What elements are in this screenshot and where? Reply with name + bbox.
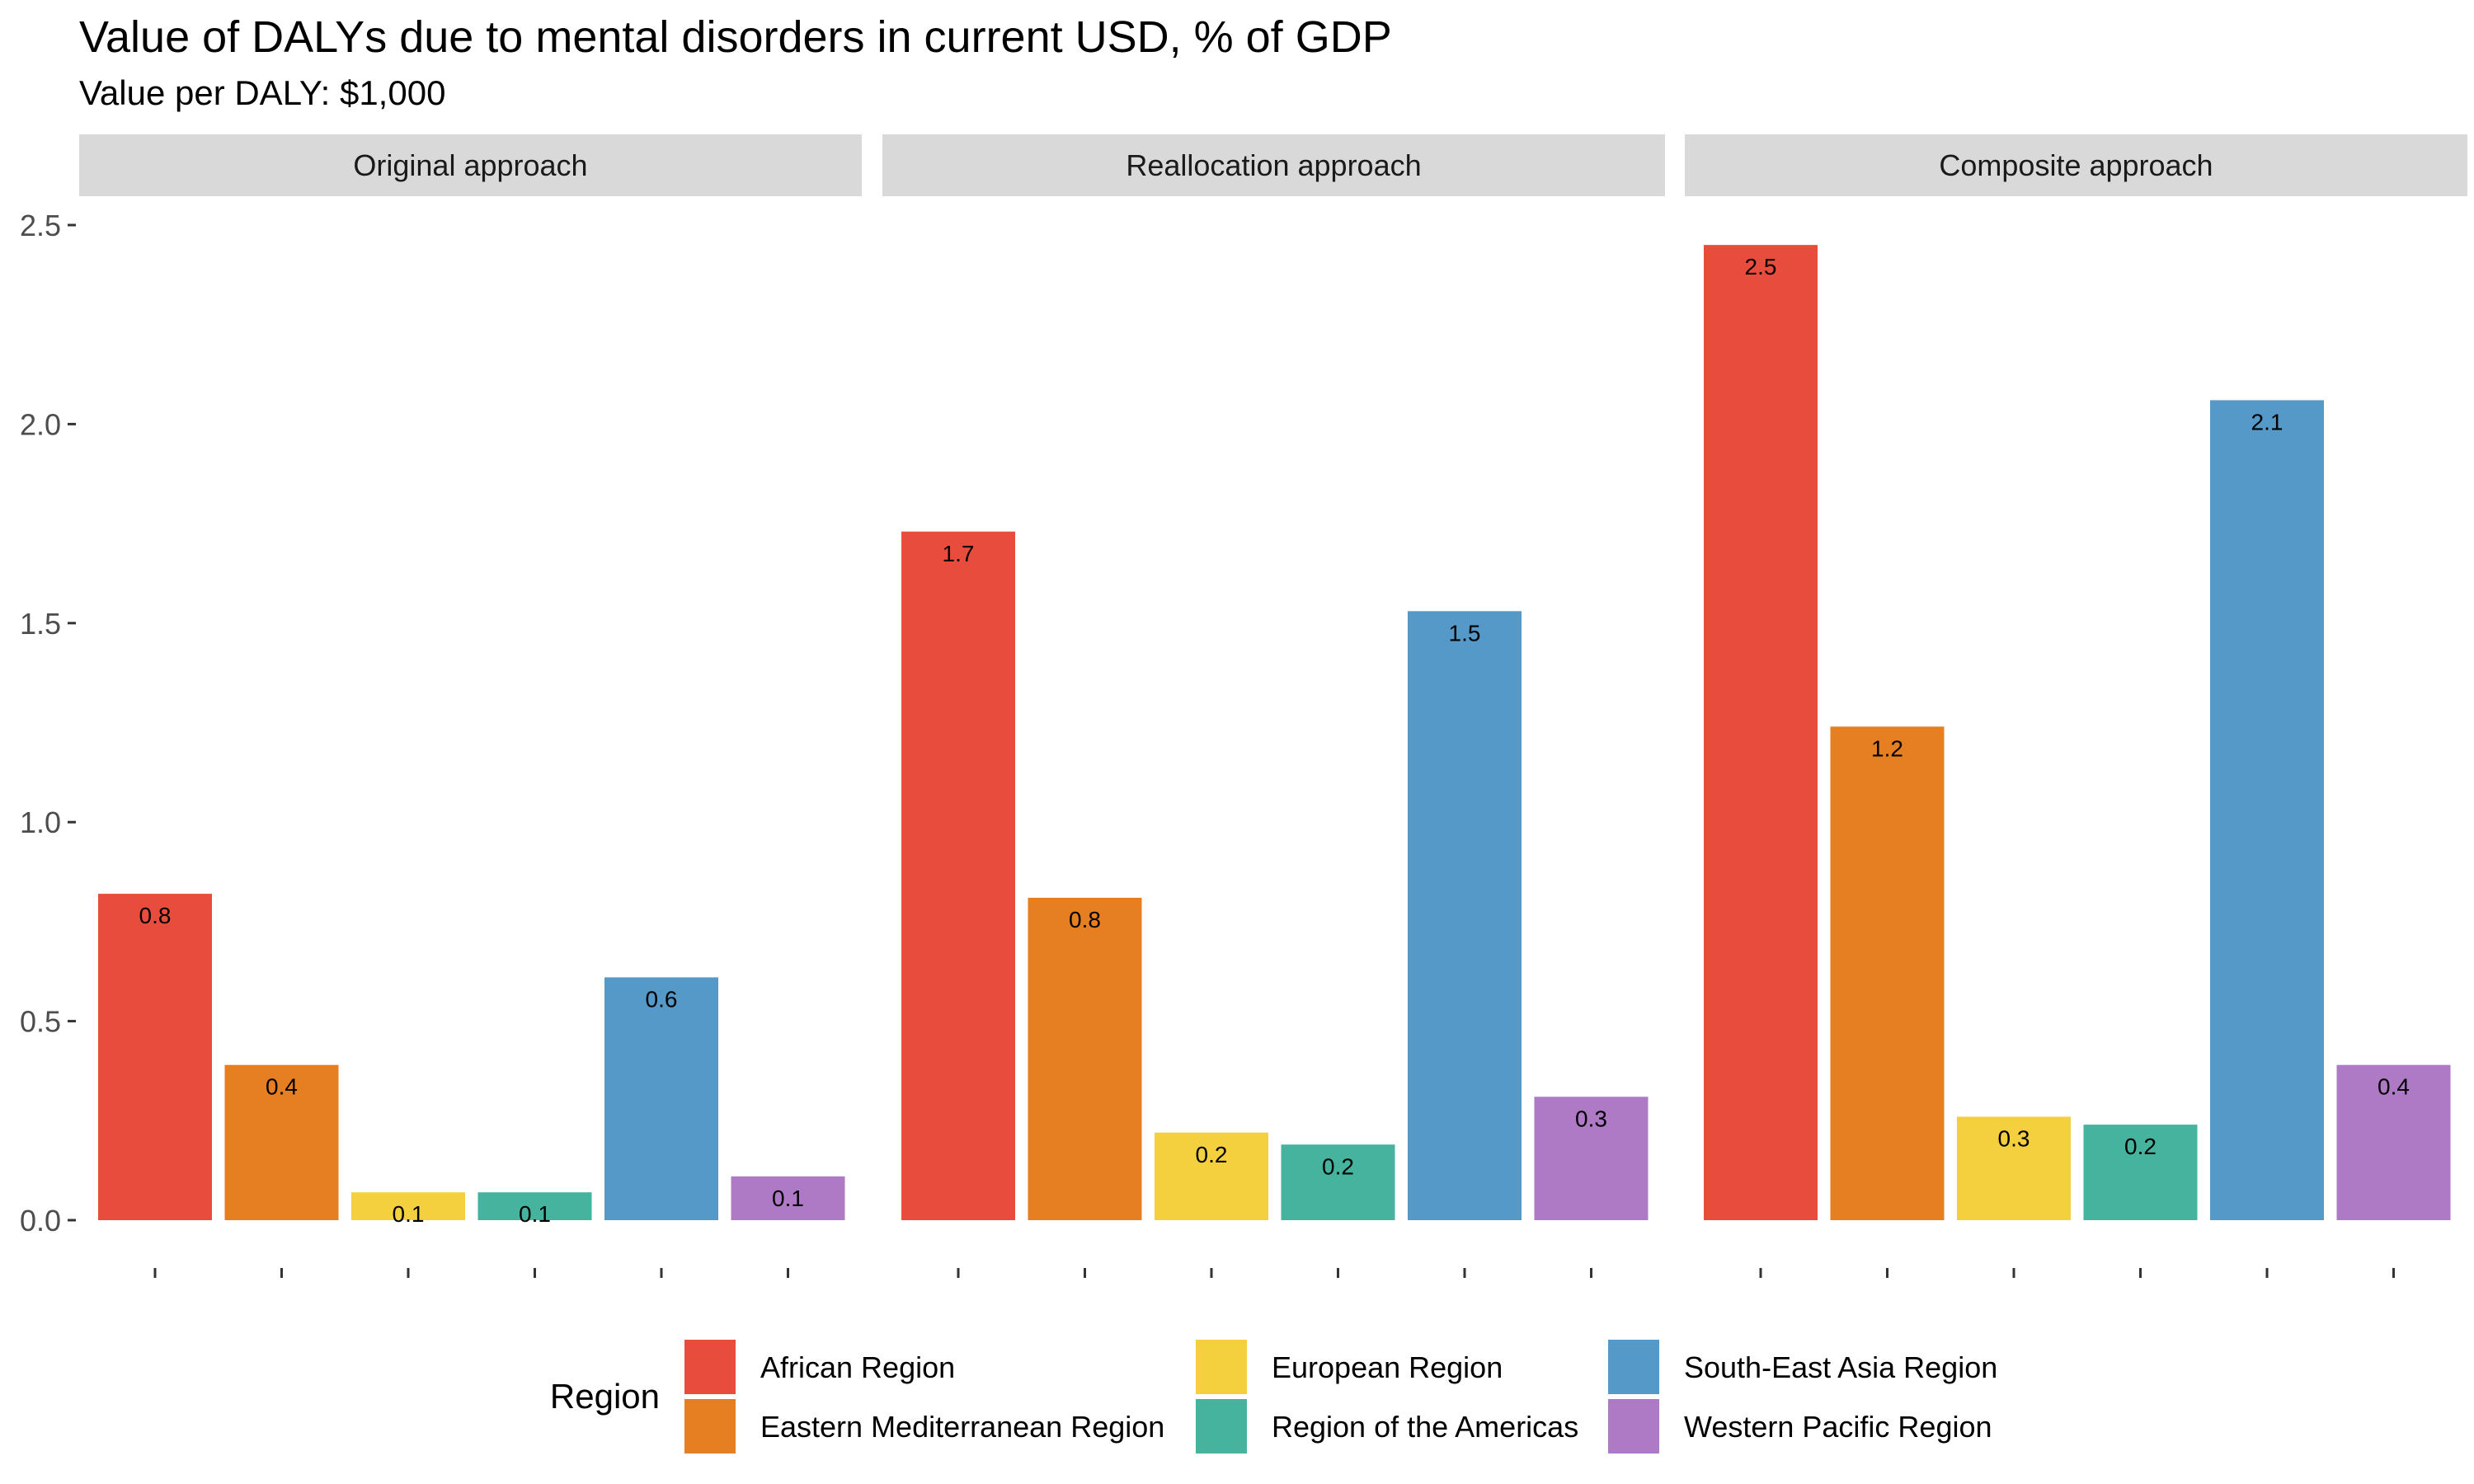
legend-swatch — [1196, 1399, 1247, 1453]
legend-label: Eastern Mediterranean Region — [760, 1410, 1164, 1444]
bar — [1534, 1097, 1649, 1220]
bar-value-label: 0.6 — [646, 986, 678, 1012]
bar — [901, 531, 1015, 1220]
bar-value-label: 0.3 — [1998, 1125, 2030, 1151]
bar — [351, 1192, 465, 1220]
legend-label: South-East Asia Region — [1684, 1350, 1997, 1384]
bar — [1957, 1116, 2071, 1220]
legend-label: Region of the Americas — [1272, 1410, 1578, 1444]
bar-value-label: 0.4 — [266, 1074, 298, 1100]
legend-swatch — [1608, 1340, 1659, 1394]
bar-value-label: 0.1 — [772, 1186, 804, 1211]
bar — [1155, 1132, 1268, 1220]
bar — [731, 1176, 845, 1220]
bar — [1028, 897, 1142, 1220]
bar-value-label: 0.1 — [393, 1201, 425, 1227]
y-tick-label: 1.0 — [20, 805, 61, 839]
y-tick-label: 2.0 — [20, 407, 61, 441]
facet-strip — [882, 134, 1665, 196]
bar — [224, 1064, 339, 1220]
bar-value-label: 0.4 — [2378, 1074, 2410, 1100]
y-tick-label: 0.0 — [20, 1204, 61, 1237]
y-tick-label: 0.5 — [20, 1005, 61, 1039]
legend-label: African Region — [760, 1350, 955, 1384]
bar — [98, 894, 212, 1220]
bar-value-label: 0.3 — [1575, 1106, 1607, 1131]
bar — [2210, 400, 2324, 1220]
facet-label: Original approach — [353, 148, 587, 182]
bar — [1408, 611, 1522, 1220]
y-tick-label: 1.5 — [20, 607, 61, 641]
legend-swatch — [684, 1340, 736, 1394]
bar-value-label: 0.2 — [1196, 1142, 1228, 1167]
facet-label: Reallocation approach — [1126, 148, 1421, 182]
legend-label: European Region — [1272, 1350, 1503, 1384]
facet-strip — [1685, 134, 2467, 196]
facet-label: Composite approach — [1939, 148, 2213, 182]
bar-value-label: 0.8 — [139, 903, 172, 928]
chart-subtitle: Value per DALY: $1,000 — [79, 73, 446, 112]
bar — [1830, 726, 1945, 1220]
bar-value-label: 0.8 — [1069, 907, 1101, 932]
bar — [2336, 1064, 2451, 1220]
bar-value-label: 0.2 — [1322, 1153, 1354, 1179]
bar — [1704, 245, 1818, 1220]
bar-value-label: 0.2 — [2124, 1134, 2157, 1159]
bar — [604, 977, 718, 1220]
legend-swatch — [1196, 1340, 1247, 1394]
y-tick-label: 2.5 — [20, 209, 61, 242]
bar-value-label: 1.5 — [1449, 620, 1481, 646]
legend-title: Region — [550, 1377, 660, 1416]
bar-value-label: 2.5 — [1745, 254, 1777, 279]
legend-label: Western Pacific Region — [1684, 1410, 1992, 1444]
facet-strip — [79, 134, 862, 196]
bar-value-label: 2.1 — [2251, 409, 2284, 434]
bar — [2083, 1125, 2198, 1220]
bar-value-label: 1.7 — [943, 541, 975, 566]
bar — [1281, 1144, 1395, 1220]
bar-value-label: 0.1 — [519, 1201, 551, 1227]
legend-swatch — [684, 1399, 736, 1453]
legend-swatch — [1608, 1399, 1659, 1453]
chart-title: Value of DALYs due to mental disorders i… — [79, 12, 1392, 62]
bar-value-label: 1.2 — [1871, 735, 1903, 761]
bar — [477, 1192, 592, 1220]
